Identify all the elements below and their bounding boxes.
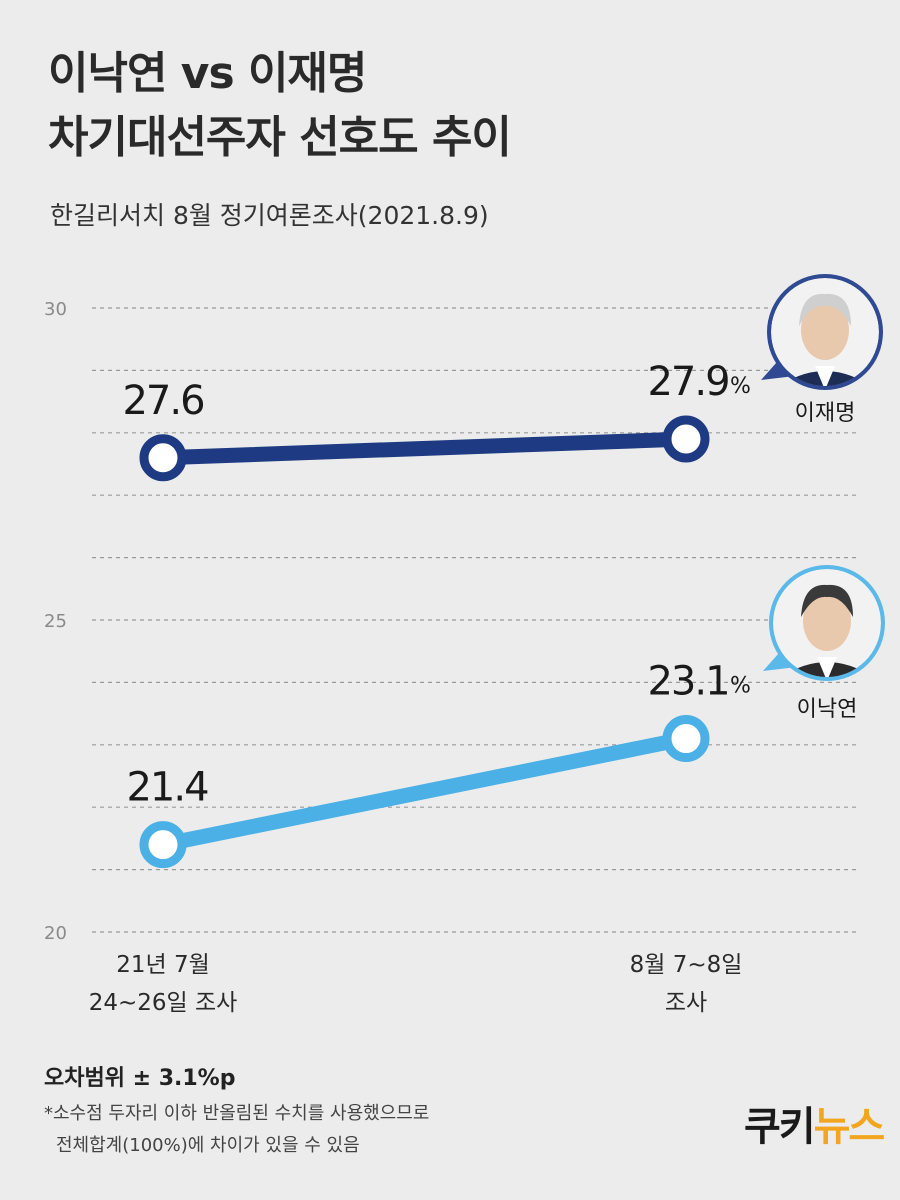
person-name-tag: 이낙연	[797, 697, 858, 722]
y-tick-label: 20	[44, 923, 67, 944]
x-axis-label: 21년 7월	[116, 952, 210, 978]
bubble-tail	[763, 653, 797, 671]
portrait	[773, 569, 881, 677]
bubble-tail	[761, 362, 795, 380]
portrait-shirt	[817, 657, 837, 677]
series-line	[155, 731, 694, 853]
percent-unit: %	[730, 674, 751, 699]
person-name-tag: 이재명	[795, 401, 856, 426]
margin-of-error: 오차범위 ± 3.1%p	[44, 1066, 236, 1091]
portrait-face	[803, 591, 851, 651]
x-axis-label: 24~26일 조사	[89, 990, 238, 1016]
footnote: *소수점 두자리 이하 반올림된 수치를 사용했으므로 전체합계(100%)에 …	[44, 1098, 429, 1162]
series-line	[155, 431, 694, 466]
data-label: 27.9	[647, 359, 728, 405]
data-label: 27.6	[122, 378, 203, 424]
chart-title: 이낙연 vs 이재명 차기대선주자 선호도 추이	[48, 42, 512, 170]
logo-text-main: 쿠키	[744, 1104, 816, 1150]
title-line-2: 차기대선주자 선호도 추이	[48, 112, 512, 163]
portrait-face	[801, 300, 849, 360]
data-label: 21.4	[126, 765, 208, 811]
y-tick-label: 25	[44, 611, 67, 632]
data-point	[139, 821, 187, 869]
chart-subtitle: 한길리서치 8월 정기여론조사(2021.8.9)	[50, 201, 489, 230]
portrait-shirt	[815, 366, 835, 386]
portrait	[771, 278, 879, 386]
percent-unit: %	[730, 374, 751, 399]
person-avatar	[761, 274, 883, 390]
y-tick-label: 30	[44, 299, 67, 320]
logo-text-accent: 뉴스	[813, 1104, 886, 1150]
kuki-news-logo: 쿠키뉴스	[744, 1094, 886, 1152]
person-avatar	[763, 565, 885, 681]
footnote-line-2: 전체합계(100%)에 차이가 있을 수 있음	[56, 1135, 360, 1156]
data-point	[662, 715, 710, 763]
portrait-hair	[801, 584, 853, 617]
data-point	[139, 434, 187, 482]
x-axis-label: 조사	[665, 990, 707, 1016]
data-label: 23.1	[647, 659, 728, 705]
footnote-line-1: *소수점 두자리 이하 반올림된 수치를 사용했으므로	[44, 1103, 430, 1124]
data-point	[662, 415, 710, 463]
title-line-1: 이낙연 vs 이재명	[48, 48, 367, 99]
portrait-hair	[799, 293, 851, 326]
x-axis-label: 8월 7~8일	[630, 952, 743, 978]
